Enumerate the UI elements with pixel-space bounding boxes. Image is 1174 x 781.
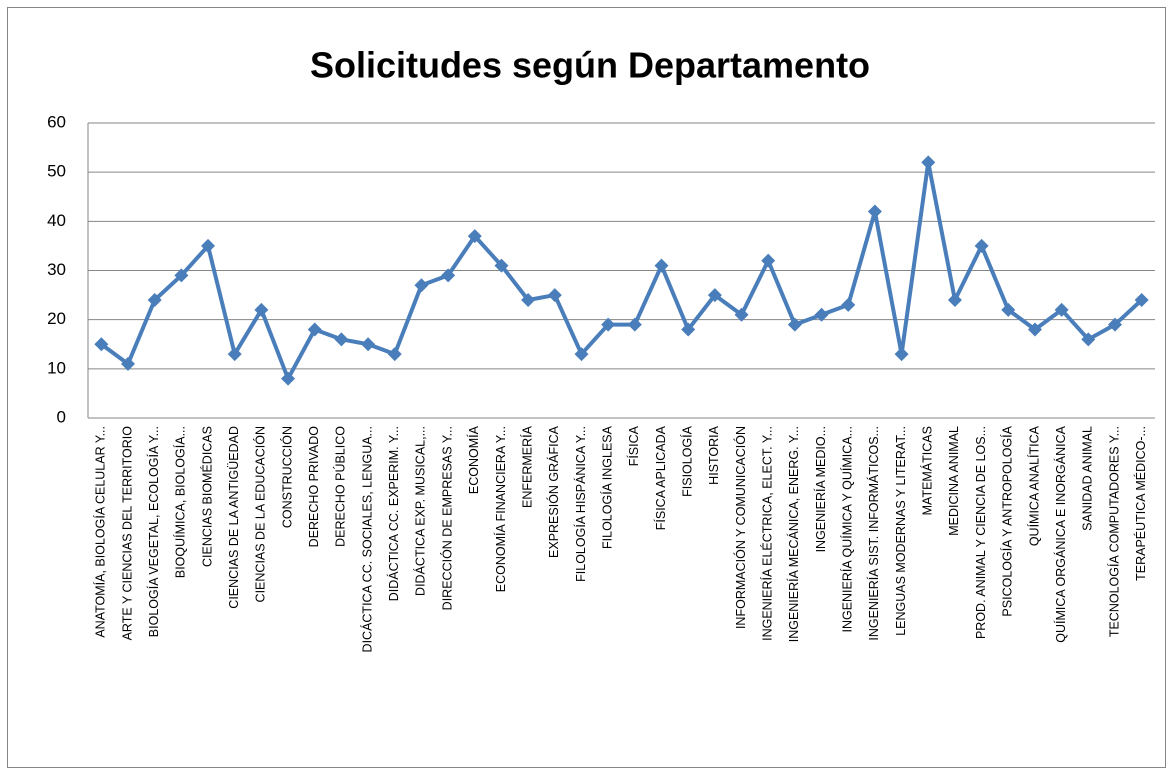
x-tick-label: MEDICINA ANIMAL: [947, 426, 961, 536]
x-tick-label: INGENIERÍA QUÍMICA Y QUÍMICA...: [840, 426, 855, 633]
x-tick-label: HISTORIA: [707, 425, 721, 484]
x-tick-label: ARTE Y CIENCIAS DEL TERRITORIO: [120, 426, 134, 641]
marker: [601, 317, 616, 332]
marker: [361, 337, 376, 352]
x-tick-label: ECONOMÍA FINANCIERA Y...: [493, 426, 508, 592]
x-tick-label: DERECHO PÚBLICO: [333, 426, 348, 547]
x-tick-label: FÍSICA: [626, 425, 641, 466]
marker: [547, 288, 562, 303]
marker: [761, 253, 776, 268]
x-tick-label: ANATOMÍA, BIOLOGÍA CELULAR Y...: [93, 426, 108, 638]
x-tick-label: CIENCIAS DE LA ANTIGÜEDAD: [227, 426, 241, 609]
marker: [654, 258, 669, 273]
marker: [974, 238, 989, 253]
marker: [787, 317, 802, 332]
marker: [1081, 332, 1096, 347]
marker: [307, 322, 322, 337]
x-tick-label: QUÍMICA ORGÁNICA E INORGÁNICA: [1053, 425, 1068, 642]
x-tick-label: PSICOLOGÍA Y ANTROPOLOGÍA: [1000, 425, 1015, 616]
marker: [441, 268, 456, 283]
x-tick-label: DIDÁCTICA CC. EXPERIM. Y...: [386, 426, 401, 601]
x-tick-label: DIDÁCTICA EXP. MUSICAL,...: [413, 426, 428, 596]
y-tick-label: 60: [47, 112, 66, 131]
marker: [574, 347, 589, 362]
y-tick-label: 40: [47, 211, 66, 230]
marker: [1001, 302, 1016, 317]
x-tick-label: CONSTRUCCIÓN: [279, 426, 294, 528]
marker: [227, 347, 242, 362]
chart-frame: [7, 7, 1166, 768]
y-tick-label: 30: [47, 260, 66, 279]
marker: [121, 356, 136, 371]
marker: [281, 371, 296, 386]
y-tick-label: 50: [47, 162, 66, 181]
marker: [201, 238, 216, 253]
x-tick-label: INGENIERÍA SIST. INFORMÁTICOS...: [866, 426, 881, 641]
x-tick-label: DERECHO PRIVADO: [307, 426, 321, 548]
marker: [841, 297, 856, 312]
x-tick-label: INGENIERÍA MECÁNICA, ENERG. Y...: [786, 426, 801, 642]
line: [100, 160, 1144, 381]
marker: [1027, 322, 1042, 337]
marker: [681, 322, 696, 337]
marker: [254, 302, 269, 317]
x-tick-label: BIOLOGÍA VEGETAL, ECOLOGÍA Y...: [146, 426, 161, 637]
marker: [94, 337, 109, 352]
x-tick-label: FILOLOGÍA HISPÁNICA Y...: [573, 426, 588, 582]
x-tick-label: MATEMÁTICAS: [920, 426, 935, 515]
x-tick-label: FISIOLOGÍA: [679, 425, 694, 497]
x-tick-label: ECONOMÍA: [466, 425, 481, 494]
x-tick-label: FÍSICA APLICADA: [653, 425, 668, 530]
x-tick-label: CIENCIAS BIOMÉDICAS: [199, 426, 214, 567]
x-tick-label: FILOLOGÍA INGLESA: [599, 425, 614, 549]
marker: [921, 155, 936, 170]
y-tick-label: 10: [47, 358, 66, 377]
marker: [867, 204, 882, 219]
x-tick-label: CIENCIAS DE LA EDUCACIÓN: [253, 426, 268, 602]
marker: [1054, 302, 1069, 317]
marker: [947, 293, 962, 307]
marker: [174, 268, 189, 283]
x-tick-label: BIOQUÍMICA, BIOLOGÍA...: [173, 426, 188, 578]
x-tick-label: TERAPÉUTICA MÉDICO-...: [1133, 426, 1148, 581]
x-tick-label: LENGUAS MODERNAS Y LITERAT...: [894, 426, 908, 636]
x-tick-label: DIRECCIÓN DE EMPRESAS Y...: [439, 426, 454, 610]
marker: [147, 293, 162, 307]
y-tick-label: 0: [57, 407, 66, 426]
x-tick-label: INGENIERÍA MEDIO...: [813, 426, 828, 552]
x-tick-label: DICÁCTICA CC. SOCIALES, LENGUA...: [359, 426, 374, 652]
marker: [334, 332, 349, 347]
x-tick-label: PROD. ANIMAL Y CIENCIA DE LOS...: [974, 426, 988, 639]
x-tick-label: INFORMACIÓN Y COMUNICACIÓN: [733, 426, 748, 629]
marker: [387, 347, 402, 362]
marker: [1134, 293, 1149, 307]
marker: [521, 293, 536, 307]
marker: [467, 229, 482, 244]
y-tick-label: 20: [47, 309, 66, 328]
marker: [894, 347, 909, 362]
x-tick-label: TECNOLOGÍA COMPUTADORES Y...: [1106, 426, 1121, 637]
x-tick-label: QUÍMICA ANALÍTICA: [1026, 425, 1041, 546]
chart-title: Solicitudes según Departamento: [310, 45, 870, 86]
x-tick-label: INGENIERÍA ELÉCTRICA, ELECT. Y...: [760, 426, 775, 641]
marker: [814, 307, 829, 322]
marker: [734, 307, 749, 322]
marker: [1107, 317, 1122, 332]
x-tick-label: EXPRESIÓN GRÁFICA: [546, 425, 561, 558]
marker: [707, 288, 722, 303]
x-tick-label: ENFERMERÍA: [519, 425, 534, 508]
marker: [627, 317, 642, 332]
x-tick-label: SANIDAD ANIMAL: [1081, 426, 1095, 531]
marker: [494, 258, 509, 273]
marker: [414, 278, 429, 293]
